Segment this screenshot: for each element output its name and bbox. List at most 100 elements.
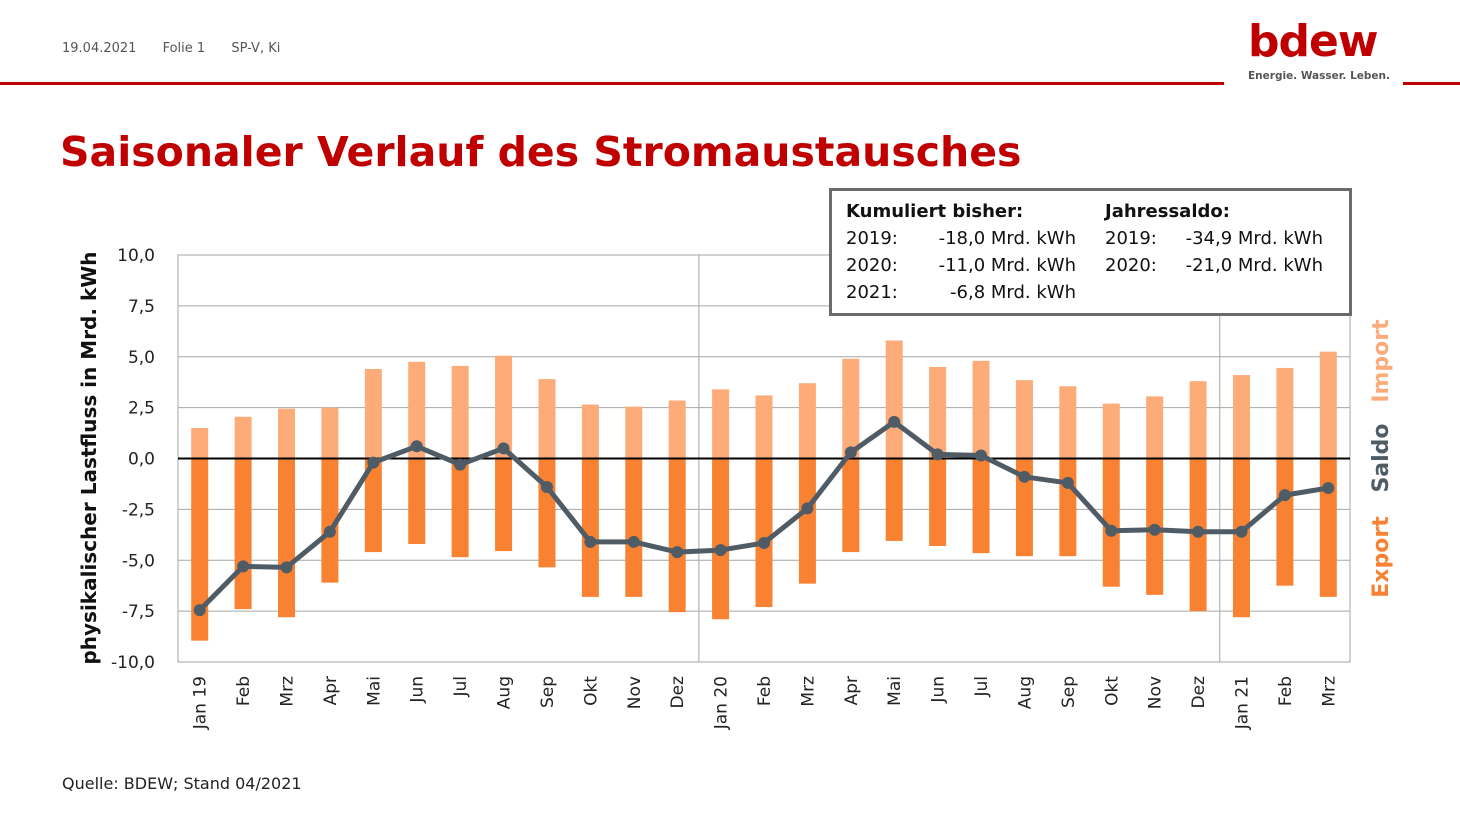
x-tick-label: Jan 20	[712, 676, 732, 730]
import-bar	[885, 340, 903, 459]
import-bar	[1319, 351, 1337, 459]
export-bar	[364, 458, 382, 553]
export-bar	[321, 458, 339, 583]
x-tick-label: Mrz	[798, 676, 818, 707]
export-bar	[278, 458, 296, 618]
saldo-point	[1105, 524, 1118, 537]
saldo-point	[323, 525, 336, 538]
y-tick-label: 0,0	[128, 450, 155, 470]
legend-saldo: Saldo	[1369, 423, 1394, 492]
saldo-point	[237, 560, 250, 573]
import-bar	[538, 379, 556, 459]
annual-value: -21,0 Mrd. kWh	[1185, 255, 1323, 276]
cumulative-value: -11,0 Mrd. kWh	[938, 255, 1076, 276]
source-note: Quelle: BDEW; Stand 04/2021	[62, 774, 302, 793]
cumulative-heading: Kumuliert bisher:	[846, 201, 1024, 222]
x-tick-label: Mai	[885, 676, 905, 706]
import-bar	[755, 395, 773, 459]
export-bar	[755, 458, 773, 608]
x-tick-label: Feb	[755, 676, 775, 706]
export-bar	[1319, 458, 1337, 597]
export-bar	[451, 458, 469, 558]
cumulative-value: -6,8 Mrd. kWh	[950, 282, 1076, 303]
x-tick-label: Okt	[1102, 676, 1122, 706]
slide-number: Folie 1	[162, 41, 206, 56]
import-bar	[625, 406, 643, 459]
import-bar	[1276, 367, 1294, 459]
saldo-point	[1148, 523, 1161, 536]
saldo-point	[714, 544, 727, 557]
import-bar	[1015, 380, 1033, 459]
saldo-point	[454, 458, 467, 471]
saldo-point	[1278, 489, 1291, 502]
logo-tagline: Energie. Wasser. Leben.	[1248, 70, 1390, 82]
y-tick-label: -2,5	[122, 500, 155, 520]
saldo-point	[193, 604, 206, 617]
saldo-point	[888, 415, 901, 428]
x-tick-label: Dez	[1189, 676, 1209, 709]
x-tick-label: Okt	[581, 676, 601, 706]
saldo-point	[497, 442, 510, 455]
annual-value: -34,9 Mrd. kWh	[1185, 228, 1323, 249]
x-tick-label: Jun	[408, 676, 428, 704]
export-bar	[842, 458, 860, 553]
import-bar	[234, 416, 252, 459]
y-tick-label: 10,0	[117, 246, 155, 266]
x-tick-label: Aug	[1015, 676, 1035, 709]
y-tick-label: -10,0	[111, 653, 155, 673]
import-bar	[581, 404, 599, 459]
export-bar	[538, 458, 556, 568]
x-tick-label: Mrz	[1319, 676, 1339, 707]
export-bar	[234, 458, 252, 610]
x-tick-label: Nov	[625, 676, 645, 709]
header-rule-left	[0, 82, 1224, 85]
y-tick-label: -7,5	[122, 602, 155, 622]
export-bar	[1102, 458, 1120, 587]
summary-box: Kumuliert bisher: 2019: -18,0 Mrd. kWh 2…	[829, 188, 1352, 316]
import-bar	[972, 360, 990, 459]
x-tick-label: Jan 21	[1232, 676, 1252, 730]
header-rule-right	[1403, 82, 1460, 85]
import-bar	[451, 365, 469, 459]
saldo-point	[844, 446, 857, 459]
export-bar	[191, 458, 209, 641]
saldo-point	[540, 480, 553, 493]
x-tick-label: Jul	[451, 676, 471, 698]
cumulative-row: 2021: -6,8 Mrd. kWh	[846, 282, 1076, 309]
page-title: Saisonaler Verlauf des Stromaustausches	[60, 128, 1022, 176]
export-bar	[798, 458, 816, 584]
legend-import: Import	[1369, 319, 1394, 403]
annual-row: 2020: -21,0 Mrd. kWh	[1105, 255, 1323, 282]
saldo-point	[1192, 525, 1205, 538]
x-tick-label: Feb	[1276, 676, 1296, 706]
import-bar	[191, 427, 209, 459]
annual-heading: Jahressaldo:	[1105, 201, 1230, 222]
cumulative-column: Kumuliert bisher: 2019: -18,0 Mrd. kWh 2…	[846, 201, 1076, 309]
export-bar	[972, 458, 990, 554]
x-tick-label: Mai	[364, 676, 384, 706]
export-bar	[1276, 458, 1294, 586]
import-bar	[364, 368, 382, 459]
import-bar	[1059, 386, 1077, 459]
cumulative-year: 2021:	[846, 282, 898, 303]
export-bar	[1015, 458, 1033, 557]
x-tick-label: Jun	[929, 676, 949, 704]
saldo-point	[931, 448, 944, 461]
cumulative-value: -18,0 Mrd. kWh	[938, 228, 1076, 249]
import-bar	[712, 389, 730, 459]
import-bar	[495, 355, 513, 459]
x-tick-label: Aug	[495, 676, 515, 709]
export-bar	[1232, 458, 1250, 618]
y-tick-label: -5,0	[122, 551, 155, 571]
export-bar	[581, 458, 599, 597]
y-tick-label: 2,5	[128, 399, 155, 419]
x-tick-label: Jul	[972, 676, 992, 698]
x-tick-label: Nov	[1146, 676, 1166, 709]
annual-column: Jahressaldo: 2019: -34,9 Mrd. kWh 2020: …	[1105, 201, 1323, 282]
legend-export: Export	[1369, 516, 1394, 598]
import-bar	[1146, 396, 1164, 459]
export-bar	[712, 458, 730, 620]
saldo-point	[1018, 470, 1031, 483]
export-bar	[929, 458, 947, 547]
